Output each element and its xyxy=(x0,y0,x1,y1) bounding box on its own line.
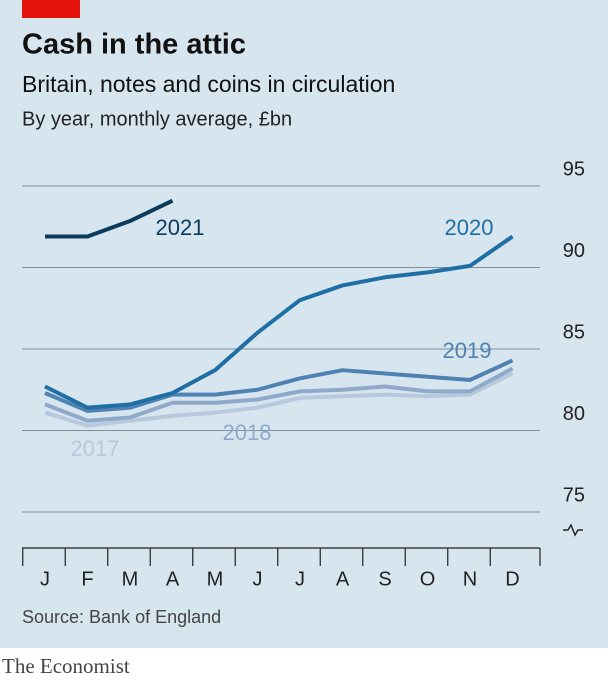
series-label: 2020 xyxy=(445,215,494,240)
x-tick-label: N xyxy=(463,568,477,590)
brand: The Economist xyxy=(2,654,130,678)
chart-title: Cash in the attic xyxy=(22,29,246,61)
axis-break xyxy=(563,523,583,537)
series-label: 2021 xyxy=(156,215,205,240)
chart-subtitle: Britain, notes and coins in circulation xyxy=(22,71,395,97)
series-line xyxy=(44,234,514,410)
x-tick-label: A xyxy=(336,568,350,590)
unit-note: By year, monthly average, £bn xyxy=(22,108,292,130)
series-label: 2017 xyxy=(71,436,120,461)
series-line xyxy=(44,366,514,423)
x-tick-label: A xyxy=(166,568,180,590)
x-tick-label: D xyxy=(505,568,519,590)
y-tick-label: 95 xyxy=(563,158,585,180)
series-label: 2018 xyxy=(223,420,272,445)
x-tick-label: O xyxy=(420,568,436,590)
series-label: 2019 xyxy=(443,338,492,363)
y-tick-label: 90 xyxy=(563,240,585,262)
series-line xyxy=(44,358,514,413)
x-tick-label: S xyxy=(378,568,391,590)
source: Source: Bank of England xyxy=(22,607,221,627)
y-tick-label: 85 xyxy=(563,321,585,343)
x-tick-label: J xyxy=(40,568,50,590)
x-tick-label: M xyxy=(122,568,139,590)
y-tick-label: 80 xyxy=(563,403,585,425)
x-tick-label: J xyxy=(253,568,263,590)
x-tick-label: F xyxy=(81,568,93,590)
y-tick-label: 75 xyxy=(563,484,585,506)
series-line xyxy=(45,198,174,239)
x-tick-label: J xyxy=(295,568,305,590)
series-line xyxy=(44,371,514,428)
x-tick-label: M xyxy=(207,568,224,590)
brand-tag xyxy=(22,0,80,18)
background xyxy=(0,0,608,648)
